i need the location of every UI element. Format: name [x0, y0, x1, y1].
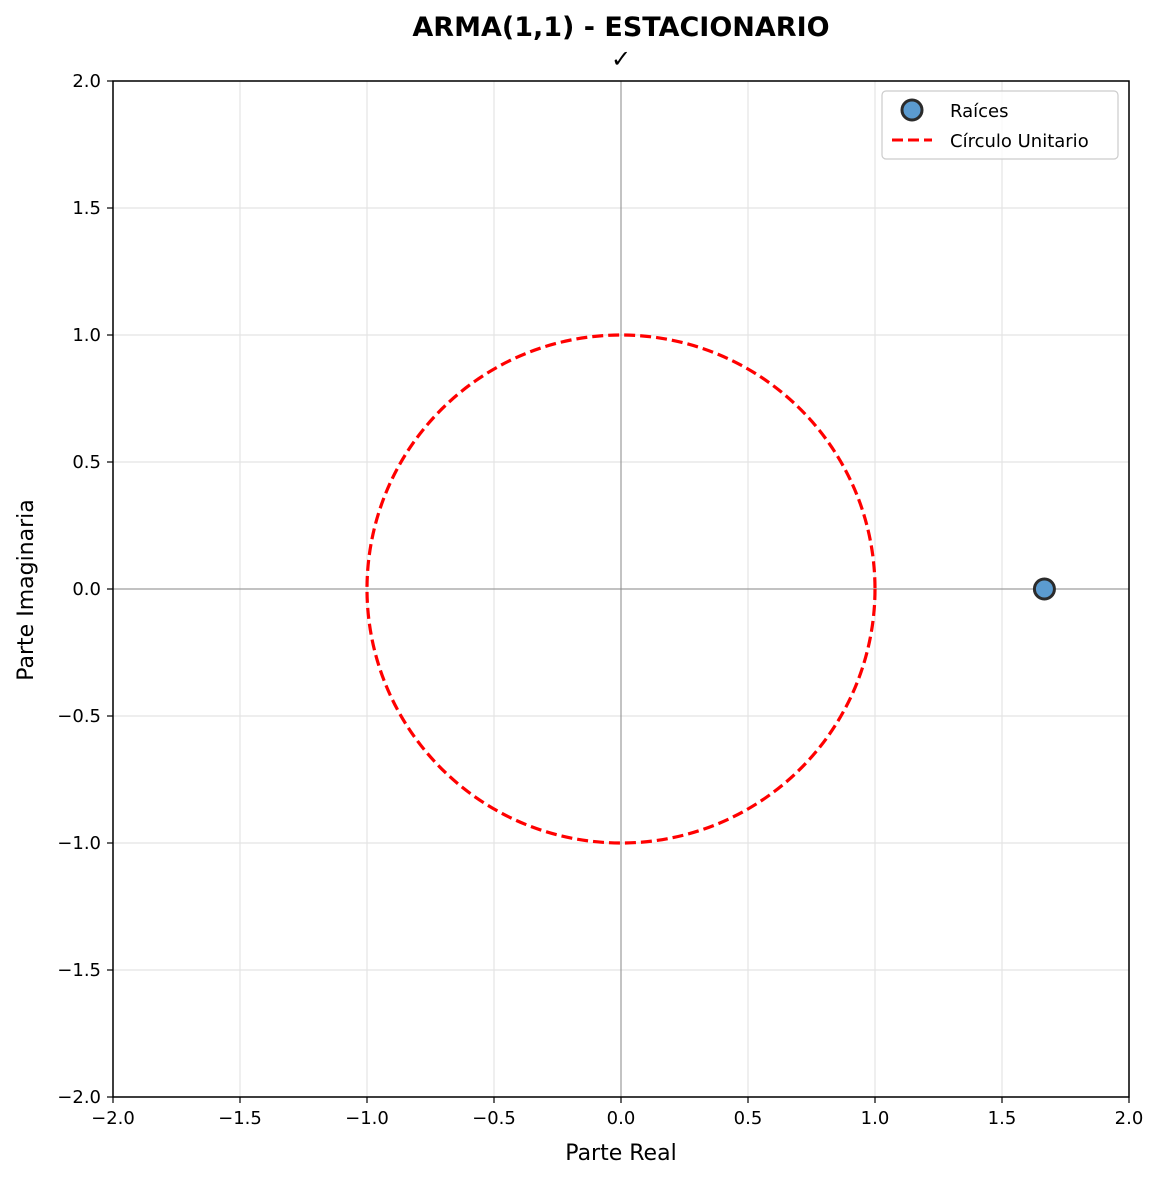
legend-marker-roots: [900, 98, 924, 122]
axis-ticks: −2.0 −1.5 −1.0 −0.5 0.0 0.5 1.0 1.5 2.0 −2.0 −1.5 −…: [57, 71, 1143, 1129]
x-tick-label: −1.0: [345, 1108, 389, 1129]
legend-label-roots: Raíces: [950, 101, 1009, 122]
x-tick-label: −1.5: [218, 1108, 262, 1129]
x-tick-label: 0.5: [734, 1108, 763, 1129]
y-tick-label: 1.5: [72, 198, 101, 219]
unit-circle: [365, 333, 877, 845]
reference-lines: [113, 81, 1129, 1097]
y-tick-label: 1.0: [72, 325, 101, 346]
x-tick-label: 0.0: [607, 1108, 636, 1129]
y-tick-label: −2.0: [57, 1087, 101, 1108]
y-tick-label: −0.5: [57, 706, 101, 727]
x-tick-label: 1.0: [861, 1108, 890, 1129]
chart-title: ARMA(1,1) - ESTACIONARIO: [412, 12, 829, 43]
chart-subtitle-checkmark: ✓: [611, 45, 631, 73]
y-axis-label: Parte Imaginaria: [14, 499, 39, 681]
y-tick-label: −1.5: [57, 960, 101, 981]
x-tick-label: 1.5: [988, 1108, 1017, 1129]
y-tick-label: 0.5: [72, 452, 101, 473]
series-layer: [365, 333, 1056, 845]
legend-box: [881, 90, 1119, 160]
root-point: [1032, 577, 1056, 601]
legend-label-unit-circle: Círculo Unitario: [950, 131, 1089, 152]
x-tick-label: −2.0: [91, 1108, 135, 1129]
x-tick-label: 2.0: [1115, 1108, 1144, 1129]
x-tick-label: −0.5: [472, 1108, 516, 1129]
y-tick-label: 2.0: [72, 71, 101, 92]
y-tick-label: −1.0: [57, 833, 101, 854]
y-tick-label: 0.0: [72, 579, 101, 600]
legend: Raíces Círculo Unitario: [881, 90, 1119, 160]
x-axis-label: Parte Real: [565, 1141, 676, 1166]
